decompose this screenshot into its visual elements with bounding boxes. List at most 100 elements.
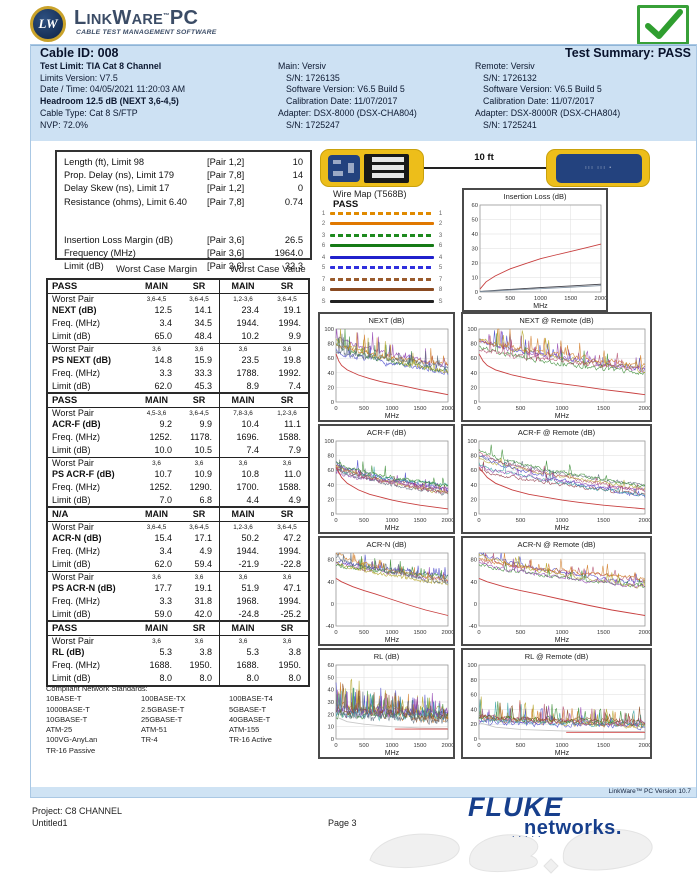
linkware-logo-subtitle: CABLE TEST MANAGEMENT SOFTWARE: [76, 29, 217, 36]
cable-link-line: [424, 167, 546, 169]
summary-row: Length (ft), Limit 98 [Pair 1,2] 10: [64, 156, 303, 169]
metric-value: 12.5: [154, 305, 172, 315]
svg-text:500: 500: [359, 406, 369, 412]
remote-sw: Software Version: V6.5 Build 5: [483, 84, 602, 95]
col-header: MAIN: [145, 395, 168, 405]
remote-adapter: Adapter: DSX-8000R (DSX-CHA804): [475, 107, 621, 118]
worst-pair-value: 3,6: [219, 344, 266, 355]
limit-row: Limit (dB) 7.0 6.8 4.4 4.9: [48, 494, 308, 507]
svg-text:500: 500: [516, 630, 526, 636]
chart-title: RL (dB): [373, 652, 400, 661]
standard-item: 10BASE-T: [46, 694, 82, 704]
metric-value: 23.4: [219, 304, 266, 317]
networks-period: .: [615, 817, 622, 839]
standard-item: 1000BASE-T: [46, 704, 90, 714]
main-tester-panel: [328, 155, 360, 182]
svg-text:0: 0: [334, 743, 337, 749]
limit-value: 62.0: [154, 559, 172, 569]
freq-value: 1252.: [149, 482, 172, 492]
worst-pair-row: Worst Pair 3,6 3,6 3,6 3,6: [48, 343, 308, 355]
row-label: Limit (dB): [52, 331, 91, 341]
row-label: Limit (dB): [52, 445, 91, 455]
wire-number-left: 1: [321, 210, 326, 217]
row-label: Limit (dB): [52, 609, 91, 619]
svg-text:50: 50: [472, 218, 478, 224]
svg-text:100: 100: [467, 327, 477, 333]
metric-value: 5.3: [159, 647, 172, 657]
row-label: Worst Pair: [52, 572, 94, 582]
svg-text:20: 20: [471, 497, 477, 503]
freq-row: Freq. (MHz) 3.3 31.8 1968. 1994.: [48, 595, 308, 608]
worst-pair-value: 3,6: [194, 638, 204, 645]
fluke-wordmark: FLUKE: [468, 792, 563, 822]
limit-value: 10.5: [194, 445, 212, 455]
row-label: Worst Pair: [52, 408, 94, 418]
metric-value: 23.5: [219, 354, 266, 367]
remote-sn: S/N: 1726132: [483, 72, 537, 83]
svg-text:60: 60: [471, 468, 477, 474]
wire-number-right: 1: [438, 210, 443, 217]
svg-text:80: 80: [328, 454, 334, 460]
chart-title: ACR-N (dB): [366, 540, 407, 549]
worst-pair-value: 3,6: [282, 638, 292, 645]
row-label: Freq. (MHz): [52, 432, 100, 442]
main-tester-image: [320, 149, 424, 187]
block-header-row: N/A MAIN SR MAIN SR: [48, 508, 308, 522]
standard-item: 10GBASE-T: [46, 714, 88, 724]
svg-text:100: 100: [324, 439, 334, 445]
limit-value: 7.0: [159, 495, 172, 505]
metric-value: 15.9: [194, 355, 212, 365]
network-standards: Compliant Network Standards: 10BASE-T 100…: [46, 684, 321, 756]
col-header: SR: [280, 623, 294, 633]
metric-value: 14.1: [194, 305, 212, 315]
file-name: Untitled1: [32, 818, 68, 828]
acrn-table: N/A MAIN SR MAIN SR Worst Pair 3,6-4,5 3,6-4,5 1…: [46, 506, 310, 623]
freq-value: 3.3: [159, 596, 172, 606]
svg-text:60: 60: [471, 693, 477, 699]
wire-number-right: 3: [438, 232, 443, 239]
svg-text:40: 40: [472, 232, 478, 238]
svg-text:60: 60: [328, 663, 334, 669]
summary-pair: [Pair 3,6]: [207, 234, 245, 245]
worst-pair-row: Worst Pair 4,5-3,6 3,6-4,5 7,8-3,6 1,2-3,6: [48, 408, 308, 419]
svg-text:500: 500: [359, 518, 369, 524]
freq-value: 1688.: [219, 659, 266, 672]
worst-pair-value: 3,6: [219, 636, 266, 647]
svg-text:0: 0: [334, 518, 337, 524]
standards-column-1: 10BASE-T 1000BASE-T 10GBASE-T ATM-25 100VG-A…: [46, 694, 141, 756]
linkware-logo-icon: LW: [30, 6, 66, 42]
svg-text:0: 0: [334, 406, 337, 412]
freq-value: 1178.: [190, 432, 212, 442]
svg-text:80: 80: [471, 454, 477, 460]
limit-value: 62.0: [154, 381, 172, 391]
chart-title: Insertion Loss (dB): [503, 192, 567, 201]
metric-value: 10.8: [219, 468, 266, 481]
limit-value: 9.9: [288, 331, 301, 341]
svg-text:1000: 1000: [386, 406, 399, 412]
svg-text:20: 20: [328, 712, 334, 718]
block-status: N/A: [52, 509, 69, 520]
wire-number-right: 8: [438, 286, 443, 293]
svg-text:0: 0: [331, 737, 334, 743]
metric-row: PS ACR-F (dB) 10.7 10.9 10.8 11.0: [48, 468, 308, 481]
worst-pair-value: 3,6-4,5: [189, 410, 209, 417]
metric-value: 10.9: [194, 469, 212, 479]
svg-text:20: 20: [328, 497, 334, 503]
report-info-box: [30, 44, 697, 141]
linkware-logo-title: LINKWARE™PC: [74, 7, 198, 30]
metric-value: 19.1: [283, 305, 301, 315]
summary-value: 14: [292, 170, 303, 181]
svg-text:40: 40: [328, 371, 334, 377]
wire-number-left: 2: [321, 220, 326, 227]
svg-text:60: 60: [328, 356, 334, 362]
wire-line: [330, 300, 434, 303]
metric-label: ACR-N (dB): [52, 533, 102, 543]
limit-row: Limit (dB) 62.0 45.3 8.9 7.4: [48, 380, 308, 393]
freq-row: Freq. (MHz) 1252. 1290. 1700. 1588.: [48, 481, 308, 494]
